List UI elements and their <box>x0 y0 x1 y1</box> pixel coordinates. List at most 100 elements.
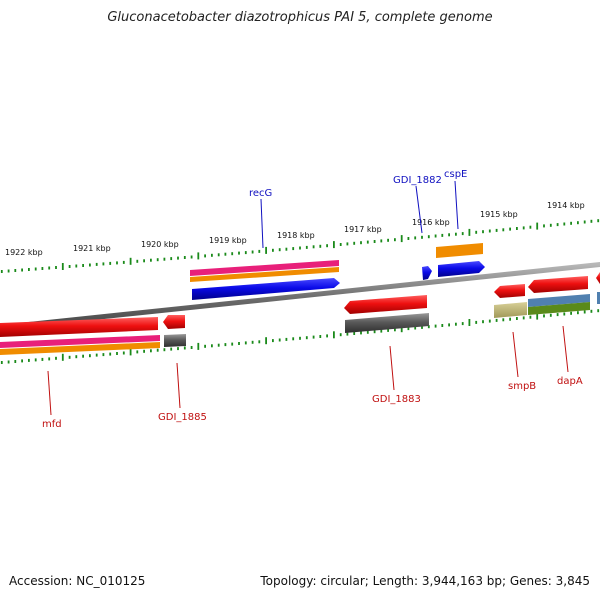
scale-minor-tick <box>163 348 166 352</box>
genome-summary-text: Topology: circular; Length: 3,944,163 bp… <box>260 574 590 588</box>
scale-minor-tick <box>224 252 227 256</box>
scale-minor-tick <box>190 255 193 259</box>
scale-minor-tick <box>305 336 308 340</box>
scale-minor-tick <box>482 320 484 324</box>
scale-minor-tick <box>448 323 450 327</box>
gene-label-GDI_1883[interactable]: GDI_1883 <box>372 394 421 405</box>
accession-text: Accession: NC_010125 <box>9 574 146 588</box>
scale-minor-tick <box>353 332 356 335</box>
gene-cspE-features[interactable] <box>436 243 485 277</box>
recG-orange-bar <box>190 267 339 282</box>
gene-label-recG[interactable]: recG <box>249 188 272 199</box>
gene-mfd-features[interactable] <box>0 317 160 355</box>
scale-minor-tick <box>495 318 498 322</box>
scale-minor-tick <box>251 340 254 344</box>
scale-minor-tick <box>231 252 234 256</box>
edge-lower-steel[interactable] <box>597 292 600 304</box>
scale-minor-tick <box>258 249 261 253</box>
GDI_1883-arrow <box>344 295 427 314</box>
dapA-leader <box>562 325 569 373</box>
scale-minor-tick <box>529 315 532 319</box>
scale-minor-tick <box>353 241 356 245</box>
gene-dapA-features[interactable] <box>528 276 590 315</box>
scale-minor-tick <box>421 235 423 239</box>
scale-minor-tick <box>95 353 98 357</box>
scale-minor-tick <box>211 344 213 348</box>
scale-minor-tick <box>543 224 545 228</box>
scale-minor-tick <box>48 357 51 361</box>
scale-minor-tick <box>529 225 532 229</box>
scale-minor-tick <box>224 343 227 347</box>
scale-minor-tick <box>387 238 389 242</box>
scale-minor-tick <box>516 317 518 320</box>
scale-minor-tick <box>28 358 30 362</box>
scale-major-tick <box>265 246 267 254</box>
dapA-arrow <box>528 276 588 293</box>
gene-GDI_1883-features[interactable] <box>344 295 429 333</box>
scale-minor-tick <box>122 351 125 355</box>
scale-minor-tick <box>68 265 71 268</box>
scale-minor-tick <box>68 355 71 359</box>
gene-label-GDI_1885[interactable]: GDI_1885 <box>158 412 207 423</box>
scale-minor-tick <box>590 309 593 313</box>
scale-minor-tick <box>244 251 247 255</box>
scale-minor-tick <box>516 227 518 230</box>
scale-minor-tick <box>55 356 57 360</box>
scale-minor-tick <box>299 336 301 340</box>
scale-major-tick <box>468 228 471 236</box>
scale-minor-tick <box>427 325 430 329</box>
scale-minor-tick <box>7 269 10 273</box>
gene-label-smpB[interactable]: smpB <box>508 381 536 392</box>
mfd-pink-bar <box>0 335 160 348</box>
recG-arrow <box>192 278 340 300</box>
scale-label-1917: 1917 kbp <box>344 225 382 234</box>
gene-GDI_1882-arrow[interactable] <box>422 266 432 280</box>
scale-minor-tick <box>156 258 159 262</box>
gene-label-mfd[interactable]: mfd <box>42 419 62 430</box>
scale-minor-tick <box>441 233 444 237</box>
cspE-orange-bar <box>436 243 483 258</box>
scale-label-1914: 1914 kbp <box>547 201 585 210</box>
scale-label-1920: 1920 kbp <box>141 240 179 249</box>
smpB-olive-bar <box>494 302 527 318</box>
scale-minor-tick <box>211 253 213 257</box>
scale-minor-tick <box>475 320 478 324</box>
gene-GDI_1885-features[interactable] <box>163 315 186 347</box>
scale-minor-tick <box>407 237 410 240</box>
scale-minor-tick <box>549 223 552 227</box>
scale-minor-tick <box>143 349 145 353</box>
edge-upper-red[interactable] <box>596 272 600 284</box>
gene-smpB-features[interactable] <box>494 284 527 318</box>
gene-label-GDI_1882[interactable]: GDI_1882 <box>393 175 442 186</box>
scale-minor-tick <box>7 360 10 364</box>
scale-minor-tick <box>366 240 369 244</box>
scale-minor-tick <box>319 335 322 338</box>
scale-minor-tick <box>326 244 328 248</box>
scale-minor-tick <box>109 261 112 265</box>
scale-minor-tick <box>177 347 179 351</box>
scale-minor-tick <box>597 219 600 223</box>
gene-label-cspE[interactable]: cspE <box>444 169 467 180</box>
mfd-leader <box>47 370 52 416</box>
scale-minor-tick <box>346 332 349 336</box>
scale-minor-tick <box>231 342 234 346</box>
scale-minor-tick <box>461 322 464 326</box>
scale-minor-tick <box>522 226 525 230</box>
scale-minor-tick <box>292 337 295 341</box>
scale-minor-tick <box>82 354 84 358</box>
gene-recG-features[interactable] <box>190 260 340 300</box>
scale-minor-tick <box>292 247 295 251</box>
scale-minor-tick <box>116 352 118 355</box>
scale-major-tick <box>333 331 335 339</box>
scale-minor-tick <box>82 264 84 267</box>
scale-minor-tick <box>380 239 383 243</box>
scale-minor-tick <box>21 268 23 272</box>
scale-minor-tick <box>204 254 206 258</box>
scale-minor-tick <box>461 232 464 236</box>
scale-minor-tick <box>14 269 17 272</box>
scale-minor-tick <box>427 235 430 239</box>
gene-label-dapA[interactable]: dapA <box>557 376 583 387</box>
genome-backbone <box>0 261 600 330</box>
scale-minor-tick <box>549 313 552 317</box>
scale-minor-tick <box>48 266 51 270</box>
